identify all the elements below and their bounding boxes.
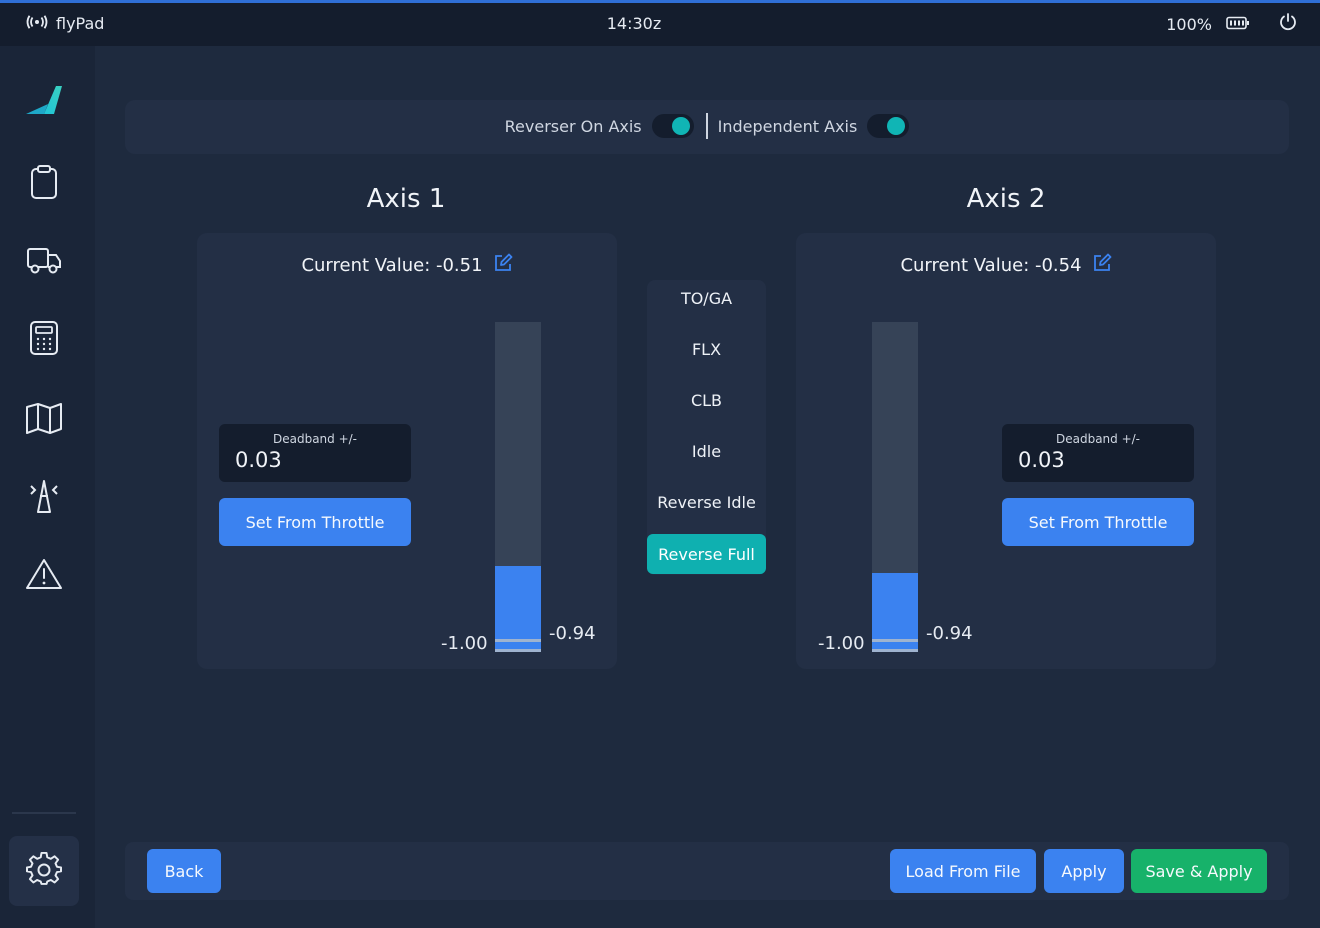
axis2-set-from-throttle-button[interactable]: Set From Throttle: [1002, 498, 1194, 546]
detent-list: TO/GA FLX CLB Idle Reverse Idle Reverse …: [647, 280, 766, 575]
axis1-bar-min-label: -1.00: [441, 633, 488, 654]
axis1-bar-marker-bottom: [495, 649, 541, 652]
detent-clb[interactable]: CLB: [690, 390, 723, 410]
deadband-value: 0.03: [1018, 448, 1065, 472]
warning-icon[interactable]: [22, 552, 66, 596]
axis2-bar-min-label: -1.00: [818, 633, 865, 654]
truck-icon[interactable]: [22, 238, 66, 282]
axis1-current-value-text: Current Value: -0.51: [301, 255, 483, 276]
deadband-label: Deadband +/-: [1055, 432, 1141, 446]
axis1-bar-value-label: -0.94: [549, 623, 596, 644]
deadband-value: 0.03: [235, 448, 282, 472]
settings-button[interactable]: [9, 836, 79, 906]
axis2-current-value-text: Current Value: -0.54: [900, 255, 1082, 276]
detent-flx[interactable]: FLX: [691, 339, 722, 359]
axis-toggle-bar: Reverser On Axis Independent Axis: [125, 100, 1289, 154]
calculator-icon[interactable]: [22, 316, 66, 360]
gear-icon: [26, 851, 62, 891]
edit-icon[interactable]: [493, 253, 513, 278]
battery-percentage: 100%: [1166, 14, 1212, 34]
axis1-title: Axis 1: [366, 184, 446, 214]
status-right: 100%: [1166, 12, 1298, 36]
toggle-separator: [705, 113, 708, 139]
load-from-file-button[interactable]: Load From File: [890, 849, 1036, 893]
axis2-deadband-field[interactable]: Deadband +/- 0.03: [1002, 424, 1194, 482]
axis1-bar-marker: [495, 639, 541, 642]
detent-toga[interactable]: TO/GA: [680, 288, 733, 308]
deadband-label: Deadband +/-: [272, 432, 358, 446]
reverser-on-axis-toggle[interactable]: [651, 114, 694, 138]
axis1-panel: Current Value: -0.51 Deadband +/- 0.03 S…: [197, 233, 617, 669]
apply-button[interactable]: Apply: [1044, 849, 1124, 893]
detent-reverse-full[interactable]: Reverse Full: [647, 534, 766, 574]
axis1-level-fill: [495, 566, 541, 652]
app-name: flyPad: [56, 14, 105, 33]
detent-idle[interactable]: Idle: [691, 441, 722, 461]
axis1-level-bar: [495, 322, 541, 652]
axis2-title: Axis 2: [966, 184, 1046, 214]
axis2-panel: Current Value: -0.54 -1.00 -0.94 Deadban…: [796, 233, 1216, 669]
top-accent-line: [0, 0, 1320, 3]
back-button[interactable]: Back: [147, 849, 221, 893]
wireless-icon: [26, 14, 48, 33]
map-icon[interactable]: [22, 396, 66, 440]
axis1-deadband-field[interactable]: Deadband +/- 0.03: [219, 424, 411, 482]
power-icon[interactable]: [1278, 12, 1298, 36]
reverser-on-axis-label: Reverser On Axis: [504, 116, 642, 136]
status-left: flyPad: [26, 14, 104, 33]
axis1-current-value: Current Value: -0.51: [197, 253, 617, 278]
edit-icon[interactable]: [1092, 253, 1112, 278]
independent-axis-toggle[interactable]: [867, 114, 910, 138]
battery-icon: [1226, 15, 1250, 34]
axis2-level-bar: [872, 322, 918, 652]
axis2-level-fill: [872, 572, 918, 652]
clock: 14:30z: [606, 14, 662, 33]
save-and-apply-button[interactable]: Save & Apply: [1131, 849, 1267, 893]
axis2-current-value: Current Value: -0.54: [796, 253, 1216, 278]
axis2-bar-value-label: -0.94: [926, 623, 973, 644]
axis2-bar-marker: [872, 639, 918, 642]
axis2-bar-marker-bottom: [872, 649, 918, 652]
clipboard-icon[interactable]: [22, 160, 66, 204]
sidebar: [0, 46, 95, 928]
status-bar: flyPad 14:30z 100%: [0, 3, 1320, 46]
axis1-set-from-throttle-button[interactable]: Set From Throttle: [219, 498, 411, 546]
independent-axis-label: Independent Axis: [717, 116, 858, 136]
tower-icon[interactable]: [22, 474, 66, 518]
detent-reverse-idle[interactable]: Reverse Idle: [657, 492, 756, 512]
flybywire-logo[interactable]: [22, 78, 66, 122]
sidebar-divider: [12, 812, 76, 814]
